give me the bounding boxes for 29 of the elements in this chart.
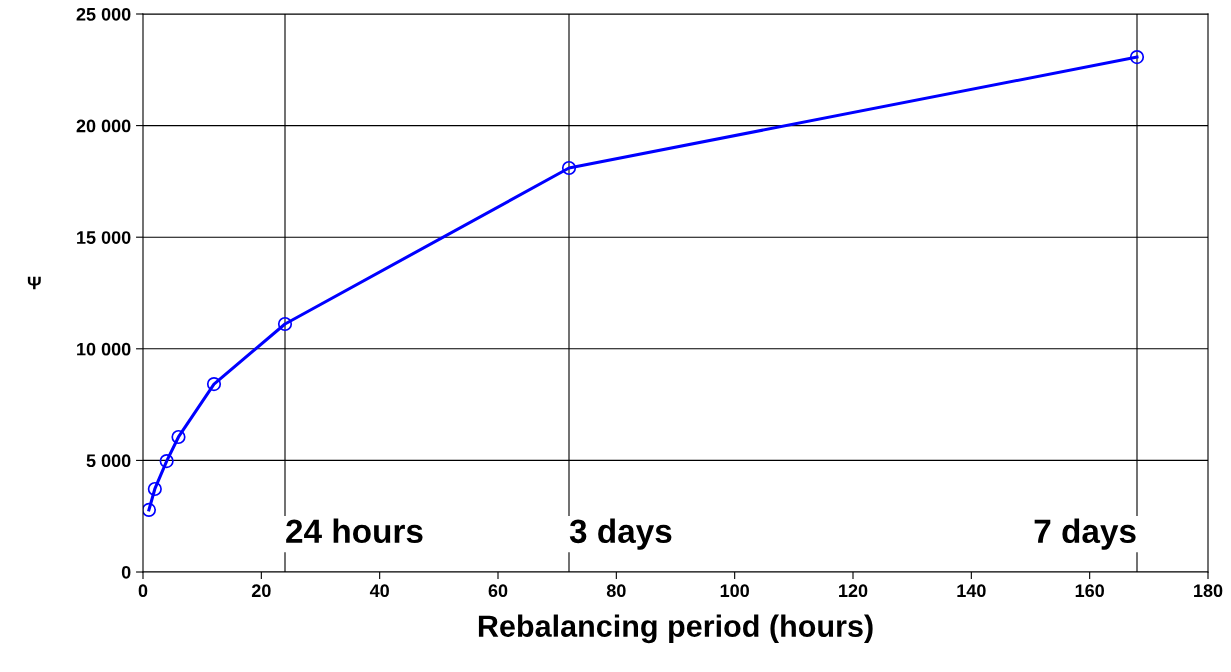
x-tick-label: 160 bbox=[1075, 584, 1104, 598]
point bbox=[143, 502, 157, 518]
point bbox=[206, 376, 222, 392]
y-tick-label: 5 000 bbox=[86, 454, 131, 468]
ref-line-label: 24 hours bbox=[286, 518, 423, 544]
point bbox=[561, 160, 577, 176]
y-tick-label: 20 000 bbox=[76, 119, 131, 133]
x-tick-label: 40 bbox=[369, 584, 389, 598]
x-tick-label: 100 bbox=[720, 584, 749, 598]
x-axis-title: Rebalancing period (hours) bbox=[478, 614, 873, 644]
point bbox=[147, 481, 162, 497]
point bbox=[1129, 49, 1145, 65]
ref-line-label: 7 days bbox=[1034, 518, 1136, 550]
x-tick-label: 140 bbox=[957, 584, 986, 598]
x-tick-label: 60 bbox=[488, 584, 508, 598]
x-tick-label: 20 bbox=[251, 584, 271, 598]
x-tick-label: 80 bbox=[606, 584, 626, 598]
ref-line-label: 3 days bbox=[569, 518, 672, 550]
y-tick-label: 0 bbox=[121, 565, 131, 579]
point bbox=[277, 316, 293, 332]
y-tick-label: 25 000 bbox=[76, 7, 131, 21]
y-tick-label: 15 000 bbox=[77, 231, 131, 244]
point bbox=[159, 453, 174, 469]
point bbox=[171, 429, 186, 445]
y-axis-title: Ψ bbox=[27, 276, 41, 290]
x-tick-label: 180 bbox=[1194, 584, 1223, 598]
x-tick-label: 120 bbox=[839, 584, 868, 598]
x-tick-label: 0 bbox=[138, 584, 148, 598]
y-tick-label: 10 000 bbox=[77, 342, 131, 356]
